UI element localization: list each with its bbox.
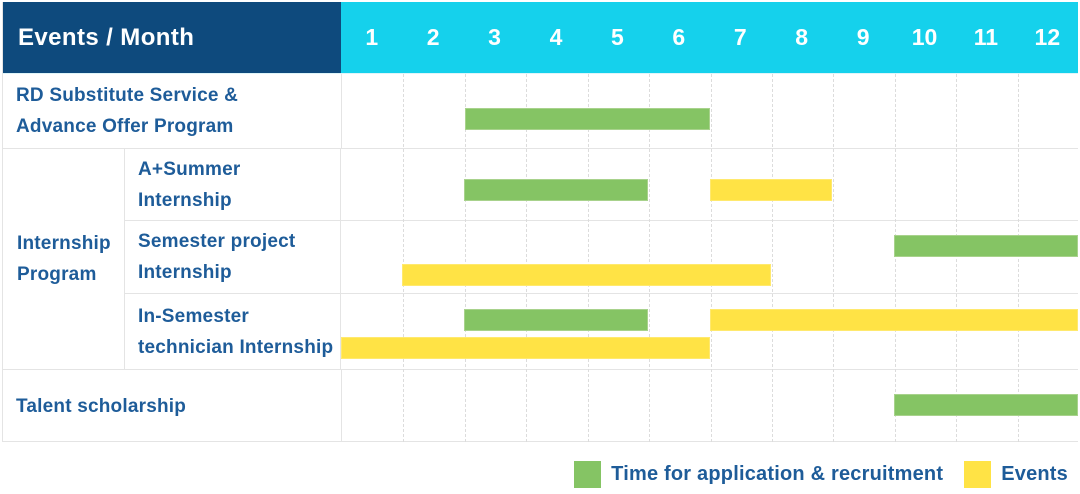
months-header: 1 2 3 4 5 6 7 8 9 10 11 12 (341, 2, 1078, 73)
gantt-track-rd-substitute (341, 74, 1078, 148)
month-header-7: 7 (733, 24, 747, 50)
row-label-line: Internship (138, 262, 232, 283)
gantt-track-a-plus-summer (340, 149, 1078, 220)
table-header-row: Events / Month 1 2 3 4 5 6 7 8 9 10 11 12 (3, 2, 1078, 73)
month-header-1: 1 (365, 24, 379, 50)
gantt-bar-application (463, 179, 649, 201)
gantt-bar-application (893, 235, 1078, 257)
month-header-11: 11 (973, 24, 999, 50)
table-row: RD Substitute Service & Advance Offer Pr… (3, 74, 1078, 148)
gantt-bar-event (341, 337, 710, 359)
month-header-8: 8 (795, 24, 809, 50)
legend-item-events: Events (964, 461, 1068, 488)
legend-swatch-events-icon (964, 461, 992, 488)
gantt-table: Events / Month 1 2 3 4 5 6 7 8 9 10 11 12 RD Substi… (2, 2, 1078, 442)
internship-program-rows: A+Summer Internship Semester project Int… (125, 149, 1078, 369)
row-label-line: RD Substitute Service & (16, 85, 239, 106)
legend-swatch-application-icon (574, 461, 602, 488)
legend: Time for application & recruitment Event… (0, 442, 1080, 494)
row-label-line: Advance Offer Program (16, 116, 234, 137)
month-header-6: 6 (672, 24, 686, 50)
table-body: RD Substitute Service & Advance Offer Pr… (3, 73, 1078, 442)
row-label-talent-scholarship: Talent scholarship (3, 370, 341, 442)
table-row: A+Summer Internship (125, 149, 1078, 220)
gantt-bar-application (463, 309, 649, 331)
month-header-12: 12 (1034, 24, 1061, 50)
month-header-10: 10 (911, 24, 938, 50)
month-header-5: 5 (611, 24, 624, 50)
gantt-bar-event (709, 309, 1078, 331)
legend-label-events: Events (1001, 463, 1068, 485)
row-label-line: Internship (138, 189, 232, 211)
events-month-header-label: Events / Month (18, 23, 195, 51)
month-header-9: 9 (856, 24, 870, 50)
table-row: Semester project Internship (125, 220, 1078, 293)
row-label-in-semester-technician: In-Semester technician Internship (125, 294, 340, 369)
row-label-semester-project: Semester project Internship (125, 221, 340, 293)
gantt-bar-event (402, 264, 771, 286)
gantt-track-in-semester-technician (340, 294, 1078, 369)
group-label-line: Internship (17, 233, 111, 254)
table-row: In-Semester technician Internship (125, 293, 1078, 369)
row-label-line: A+Summer (138, 158, 241, 180)
month-header-2: 2 (426, 24, 440, 50)
gantt-bar-application (894, 394, 1078, 416)
gantt-bar-event (709, 179, 833, 201)
month-header-3: 3 (488, 24, 501, 50)
month-header-4: 4 (549, 24, 563, 50)
table-row: Talent scholarship (3, 369, 1078, 442)
row-label-a-plus-summer: A+Summer Internship (125, 149, 340, 220)
gantt-bar-application (464, 108, 710, 130)
row-label-rd-substitute: RD Substitute Service & Advance Offer Pr… (3, 74, 341, 148)
legend-label-application: Time for application & recruitment (611, 463, 944, 485)
row-label-line: Talent scholarship (16, 395, 187, 417)
group-label-line: Program (17, 264, 97, 285)
row-label-line: technician Internship (138, 336, 334, 358)
group-label-internship-program: Internship Program (3, 149, 125, 369)
gantt-track-talent-scholarship (341, 370, 1078, 442)
events-month-header-cell: Events / Month (3, 2, 341, 73)
row-label-line: Semester project (138, 231, 296, 252)
internship-program-group: Internship Program A+Summer Internship S… (3, 148, 1078, 369)
gantt-track-semester-project (340, 221, 1078, 293)
row-label-line: In-Semester (138, 305, 249, 327)
legend-item-application: Time for application & recruitment (574, 461, 943, 488)
